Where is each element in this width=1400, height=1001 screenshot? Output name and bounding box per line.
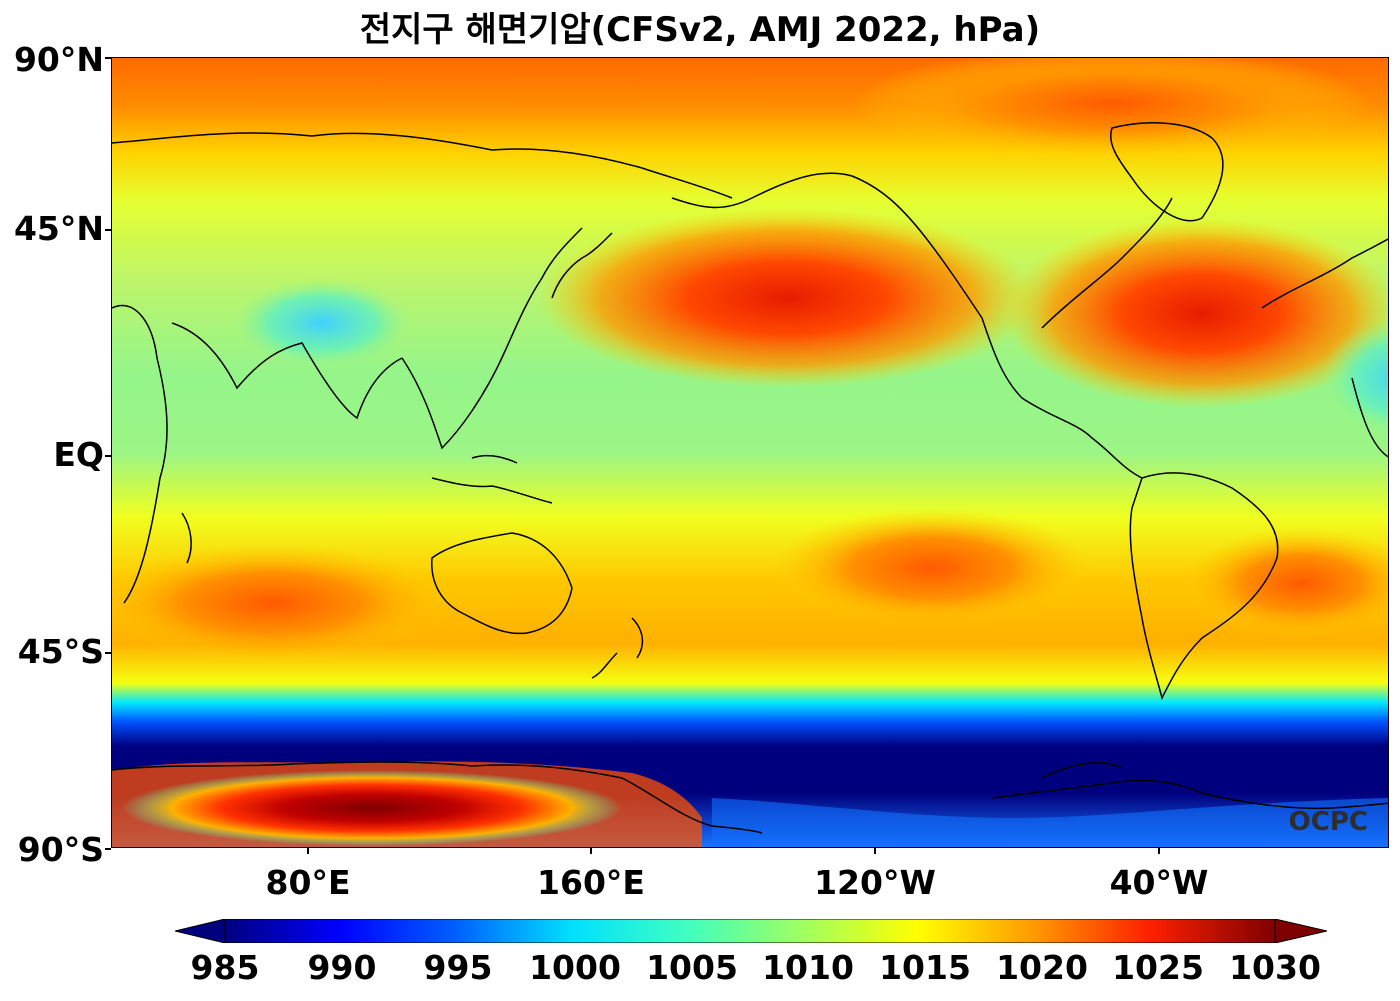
tick-lon-120w	[874, 848, 876, 854]
lat-label-90n: 90°N	[13, 40, 104, 79]
tick-lat-45n	[105, 229, 111, 231]
tick-lat-45s	[105, 652, 111, 654]
colorbar-tick-990: 990	[307, 948, 377, 987]
tick-lon-40w	[1158, 848, 1160, 854]
arctic-high	[852, 58, 1372, 158]
azores-high	[1002, 218, 1388, 408]
colorbar-tick-1000: 1000	[529, 948, 621, 987]
colorbar	[175, 919, 1327, 943]
south-asia-low	[232, 278, 412, 368]
tick-lon-80e	[307, 848, 309, 854]
colorbar-tick-1015: 1015	[879, 948, 971, 987]
colorbar-tick-1010: 1010	[762, 948, 854, 987]
west-antarctic-field	[712, 798, 1388, 847]
ocpc-watermark: OCPC	[1288, 807, 1368, 837]
lon-label-80e: 80°E	[265, 863, 351, 902]
lat-label-45s: 45°S	[17, 632, 104, 671]
north-pacific-high	[537, 208, 1037, 388]
pressure-field	[112, 58, 1388, 847]
east-antarctic-high	[122, 770, 622, 846]
indian-ocean-high	[112, 543, 452, 663]
colorbar-extend-high	[1274, 919, 1327, 943]
base-gradient	[112, 58, 1388, 847]
lon-label-160e: 160°E	[537, 863, 645, 902]
lon-label-40w: 40°W	[1109, 863, 1209, 902]
tick-lat-eq	[105, 455, 111, 457]
map-title: 전지구 해면기압(CFSv2, AMJ 2022, hPa)	[359, 10, 1041, 50]
coastlines	[112, 122, 1388, 834]
colorbar-extend-low	[175, 919, 226, 943]
tick-lon-160e	[590, 848, 592, 854]
colorbar-tick-1025: 1025	[1112, 948, 1204, 987]
lat-label-90s: 90°S	[17, 830, 104, 869]
colorbar-tick-1020: 1020	[996, 948, 1088, 987]
colorbar-tick-995: 995	[423, 948, 493, 987]
colorbar-ramp	[224, 919, 1276, 943]
colorbar-tick-1030: 1030	[1229, 948, 1321, 987]
lon-label-120w: 120°W	[814, 863, 936, 902]
south-atlantic-high	[1182, 528, 1388, 638]
colorbar-tick-985: 985	[190, 948, 260, 987]
colorbar-tick-1005: 1005	[646, 948, 738, 987]
tick-lat-90n	[105, 57, 111, 59]
sahara-low	[1322, 318, 1388, 438]
south-pacific-high	[772, 508, 1092, 628]
lat-label-eq: EQ	[53, 435, 104, 474]
lat-label-45n: 45°N	[13, 209, 104, 248]
pressure-map: OCPC	[111, 57, 1389, 848]
tick-lat-90s	[105, 848, 111, 850]
